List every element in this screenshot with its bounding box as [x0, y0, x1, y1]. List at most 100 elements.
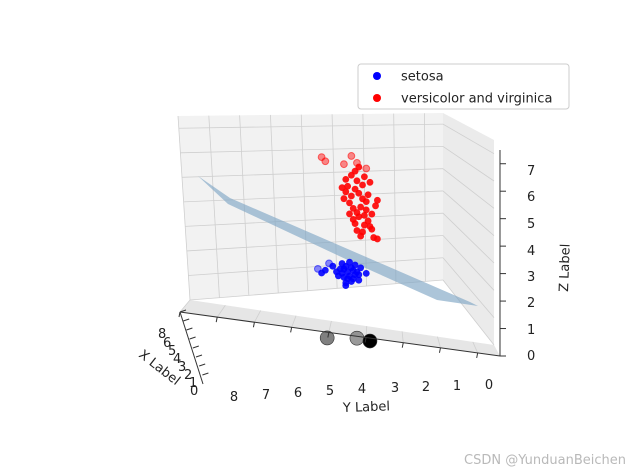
grid-line-floor	[291, 315, 297, 328]
x-tick-label: 4	[173, 352, 181, 367]
y-axis-line	[179, 311, 501, 357]
x-tick	[189, 336, 196, 340]
versicolor-virginica-point	[344, 182, 352, 190]
setosa-point	[349, 275, 357, 283]
y-tick	[327, 332, 330, 338]
versicolor-virginica-point	[338, 184, 346, 192]
grid-line-z	[180, 146, 444, 154]
grid-line-y	[331, 114, 338, 289]
y-tick	[476, 352, 479, 359]
reference-point	[349, 330, 365, 346]
versicolor-virginica-point	[355, 189, 363, 197]
grid-line-z-right	[442, 146, 495, 182]
versicolor-virginica-point	[368, 225, 376, 233]
grid-line-z-right	[442, 212, 495, 264]
x-tick	[183, 318, 190, 322]
axis-panes	[178, 113, 500, 356]
y-tick	[252, 322, 255, 328]
versicolor-virginica-point	[359, 181, 366, 189]
legend-label-setosa: setosa	[401, 70, 444, 85]
versicolor-virginica-point	[347, 171, 355, 179]
grid-line-floor	[254, 310, 262, 323]
versicolor-virginica-point	[362, 206, 370, 214]
versicolor-virginica-point	[342, 175, 350, 183]
setosa-point	[355, 271, 363, 279]
grid-line-y	[393, 113, 397, 284]
grid-line-z-right	[442, 257, 495, 318]
versicolor-virginica-point	[357, 232, 365, 240]
z-tick-label: 2	[527, 296, 535, 311]
versicolor-virginica-point	[347, 192, 355, 200]
z-tick-label: 0	[527, 349, 535, 364]
z-tick-label: 1	[527, 323, 535, 338]
y-tick-label: 5	[326, 384, 334, 399]
versicolor-virginica-point	[353, 177, 361, 185]
grid-line-z	[178, 123, 444, 129]
x-tick	[186, 327, 193, 331]
y-tick-label: 6	[294, 386, 302, 401]
setosa-point	[362, 269, 370, 277]
x-tick	[202, 372, 209, 376]
grid-lines	[177, 113, 495, 354]
x-tick-label: 8	[158, 327, 166, 342]
versicolor-virginica-point	[353, 227, 361, 234]
y-tick-label: 3	[391, 381, 399, 396]
setosa-point	[338, 260, 346, 267]
grid-line-floor	[401, 331, 404, 343]
faded-point	[321, 157, 330, 166]
versicolor-virginica-point	[340, 195, 348, 203]
versicolor-virginica-point	[372, 202, 379, 210]
versicolor-virginica-point	[368, 210, 376, 218]
data-points	[313, 152, 381, 349]
y-tick-label: 0	[485, 378, 493, 393]
faded-point	[347, 152, 356, 160]
y-axis-label: Y Label	[342, 399, 391, 416]
versicolor-virginica-point	[364, 191, 372, 199]
legend-marker-setosa	[373, 72, 381, 80]
legend: setosa versicolor and virginica	[357, 63, 570, 110]
x-axis-line	[179, 311, 204, 385]
back-pane	[178, 113, 443, 300]
setosa-point	[318, 269, 325, 277]
versicolor-virginica-point	[346, 210, 353, 218]
setosa-point	[351, 261, 359, 269]
grid-line-floor	[472, 341, 479, 354]
grid-line-z-right	[442, 123, 495, 155]
grid-line-floor	[179, 299, 191, 313]
grid-line-z-right	[442, 190, 495, 236]
versicolor-virginica-point	[366, 178, 374, 186]
setosa-point	[342, 282, 350, 290]
x-tick	[179, 309, 187, 313]
y-tick	[401, 342, 404, 348]
setosa-point	[334, 272, 342, 280]
versicolor-virginica-point	[355, 163, 363, 171]
grid-line-y	[270, 114, 279, 294]
versicolor-virginica-point	[374, 196, 381, 204]
versicolor-virginica-point	[360, 173, 368, 181]
versicolor-virginica-point	[360, 221, 368, 229]
z-tick-label: 6	[527, 190, 535, 205]
y-tick	[215, 317, 218, 323]
y-tick-label: 1	[453, 379, 461, 394]
setosa-point	[329, 262, 337, 270]
x-tick-label: 2	[184, 368, 192, 383]
setosa-point	[357, 264, 365, 272]
x-tick	[195, 354, 203, 358]
z-tick-label: 3	[527, 270, 535, 285]
x-tick-label: 1	[189, 376, 197, 391]
versicolor-virginica-point	[349, 216, 357, 223]
x-tick-label: 3	[178, 360, 186, 375]
grid-line-y	[300, 114, 309, 291]
x-tick-label: 6	[163, 336, 171, 351]
versicolor-virginica-point	[357, 203, 365, 211]
grid-line-floor	[216, 305, 226, 318]
right-pane	[443, 113, 494, 345]
watermark: CSDN @YunduanBeichen	[464, 453, 626, 468]
y-tick	[364, 337, 367, 343]
x-tick	[192, 345, 199, 349]
reference-point	[319, 330, 335, 346]
z-tick-label: 7	[527, 164, 535, 179]
grid-line-z-right	[442, 168, 495, 209]
